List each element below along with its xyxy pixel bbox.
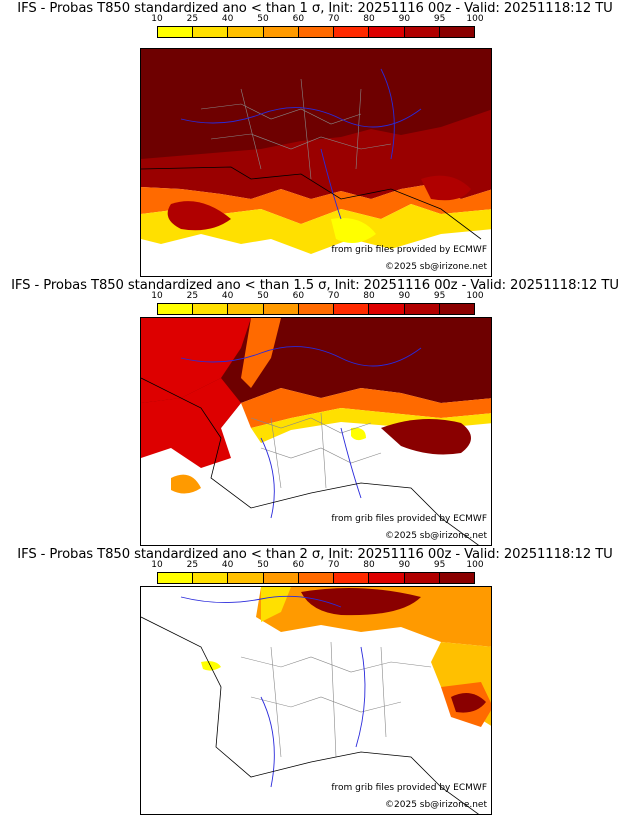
- colorbar-tick-label: 90: [398, 291, 411, 301]
- colorbar-tick-label: 100: [466, 291, 484, 301]
- panel-3: IFS - Probas T850 standardized ano < tha…: [0, 546, 630, 822]
- colorbar-tick-label: 40: [221, 291, 234, 301]
- colorbar-segment: [298, 27, 335, 37]
- colorbar-ticks: 10 25 40 50 60 70 80 90 95 100: [151, 560, 483, 572]
- colorbar-tick-label: 100: [466, 560, 484, 570]
- colorbar-segment: [298, 573, 335, 583]
- panel-title: IFS - Probas T850 standardized ano < tha…: [11, 278, 619, 293]
- colorbar-tick-label: 80: [363, 560, 375, 570]
- colorbar-segment: [369, 27, 405, 37]
- colorbar-tick-label: 50: [257, 560, 269, 570]
- map-canvas: [141, 49, 491, 254]
- colorbar-segment: [334, 573, 370, 583]
- map-canvas: [141, 587, 491, 814]
- colorbar-segment: [439, 304, 474, 314]
- colorbar-segment: [263, 304, 299, 314]
- colorbar-tick-label: 25: [186, 14, 199, 24]
- colorbar-tick-label: 60: [292, 560, 305, 570]
- colorbar-tick-label: 90: [398, 560, 411, 570]
- colorbar-tick-label: 60: [292, 291, 305, 301]
- colorbar-segment: [158, 27, 194, 37]
- panel-title: IFS - Probas T850 standardized ano < tha…: [17, 547, 613, 562]
- map-canvas: [141, 318, 491, 545]
- colorbar-tick-label: 10: [151, 291, 163, 301]
- copyright-credit: ©2025 sb@irizone.net: [385, 800, 487, 810]
- colorbar-segment: [404, 304, 440, 314]
- colorbar-tick-label: 80: [363, 14, 375, 24]
- copyright-credit: ©2025 sb@irizone.net: [385, 262, 487, 272]
- colorbar-segment: [369, 304, 405, 314]
- colorbar-tick-label: 50: [257, 291, 269, 301]
- probability-map: from grib files provided by ECMWF ©2025 …: [140, 586, 492, 815]
- colorbar-segment: [263, 27, 299, 37]
- colorbar-tick-label: 60: [292, 14, 305, 24]
- copyright-credit: ©2025 sb@irizone.net: [385, 531, 487, 541]
- probability-map: from grib files provided by ECMWF ©2025 …: [140, 317, 492, 546]
- colorbar-tick-label: 10: [151, 14, 163, 24]
- colorbar: [157, 572, 475, 584]
- colorbar-tick-label: 10: [151, 560, 163, 570]
- source-credit: from grib files provided by ECMWF: [331, 783, 487, 793]
- colorbar-segment: [193, 573, 229, 583]
- colorbar-segment: [404, 27, 440, 37]
- colorbar-segment: [263, 573, 299, 583]
- colorbar-segment: [439, 27, 474, 37]
- panel-2: IFS - Probas T850 standardized ano < tha…: [0, 277, 630, 553]
- colorbar-tick-label: 95: [433, 560, 446, 570]
- colorbar-tick-label: 70: [327, 291, 340, 301]
- colorbar-tick-label: 80: [363, 291, 375, 301]
- colorbar-segment: [334, 304, 370, 314]
- colorbar-tick-label: 95: [433, 14, 446, 24]
- colorbar-segment: [228, 304, 264, 314]
- colorbar-ticks: 10 25 40 50 60 70 80 90 95 100: [151, 14, 483, 26]
- colorbar-tick-label: 70: [327, 14, 340, 24]
- colorbar-segment: [369, 573, 405, 583]
- colorbar-segment: [193, 304, 229, 314]
- colorbar: [157, 303, 475, 315]
- colorbar-segment: [228, 573, 264, 583]
- colorbar-segment: [193, 27, 229, 37]
- colorbar-tick-label: 50: [257, 14, 269, 24]
- colorbar-tick-label: 100: [466, 14, 484, 24]
- colorbar-segment: [158, 304, 194, 314]
- source-credit: from grib files provided by ECMWF: [331, 245, 487, 255]
- colorbar-segment: [334, 27, 370, 37]
- colorbar-segment: [439, 573, 474, 583]
- probability-map: from grib files provided by ECMWF ©2025 …: [140, 48, 492, 277]
- colorbar: [157, 26, 475, 38]
- colorbar-tick-label: 40: [221, 560, 234, 570]
- colorbar-segment: [404, 573, 440, 583]
- colorbar-tick-label: 95: [433, 291, 446, 301]
- colorbar-tick-label: 90: [398, 14, 411, 24]
- colorbar-segment: [298, 304, 335, 314]
- colorbar-ticks: 10 25 40 50 60 70 80 90 95 100: [151, 291, 483, 303]
- colorbar-segment: [158, 573, 194, 583]
- source-credit: from grib files provided by ECMWF: [331, 514, 487, 524]
- colorbar-tick-label: 40: [221, 14, 234, 24]
- panel-title: IFS - Probas T850 standardized ano < tha…: [17, 1, 613, 16]
- panel-1: IFS - Probas T850 standardized ano < tha…: [0, 0, 630, 277]
- colorbar-tick-label: 25: [186, 291, 199, 301]
- colorbar-segment: [228, 27, 264, 37]
- colorbar-tick-label: 25: [186, 560, 199, 570]
- colorbar-tick-label: 70: [327, 560, 340, 570]
